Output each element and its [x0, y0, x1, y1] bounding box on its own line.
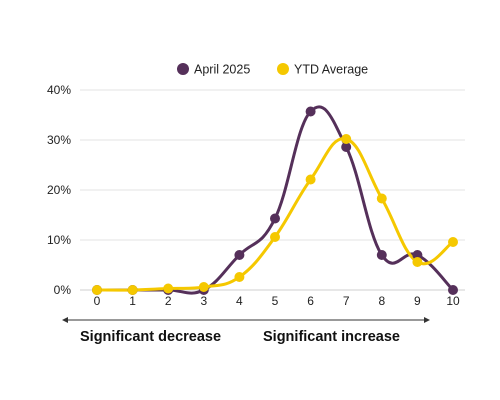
data-point-ytd-average [376, 193, 387, 204]
legend-marker-april-2025 [177, 63, 189, 75]
x-tick-label: 0 [94, 294, 101, 308]
x-tick-label: 4 [236, 294, 243, 308]
significant-decrease-label: Significant decrease [80, 329, 221, 345]
data-point-ytd-average [92, 285, 102, 295]
data-point-april-2025 [448, 285, 458, 295]
legend-marker-ytd-average [277, 63, 289, 75]
series-points [92, 106, 458, 295]
legend: April 2025 YTD Average [177, 63, 368, 77]
grid-lines [80, 89, 465, 291]
data-point-ytd-average [448, 237, 458, 247]
series-line-april-2025 [95, 105, 455, 295]
x-tick-label: 3 [200, 294, 207, 308]
x-tick-label: 1 [129, 294, 136, 308]
y-tick-label: 40% [47, 83, 71, 97]
data-point-ytd-average [341, 134, 352, 144]
data-point-ytd-average [270, 232, 280, 242]
data-point-ytd-average [412, 257, 423, 267]
data-point-april-2025 [270, 213, 280, 224]
y-tick-label: 30% [47, 133, 71, 147]
data-point-april-2025 [376, 250, 387, 260]
data-point-ytd-average [163, 283, 174, 294]
data-point-april-2025 [412, 250, 423, 260]
y-tick-label: 20% [47, 183, 71, 197]
x-axis-tick-labels: 0 1 2 3 4 5 6 7 8 9 10 [94, 294, 460, 308]
x-tick-label: 2 [165, 294, 172, 308]
series-line-ytd-average [95, 137, 455, 292]
x-tick-label: 6 [307, 294, 314, 308]
legend-label-ytd-average: YTD Average [294, 63, 368, 77]
data-point-ytd-average [198, 282, 209, 292]
y-axis-tick-labels: 0% 10% 20% 30% 40% [47, 83, 71, 297]
x-tick-label: 8 [378, 294, 385, 308]
legend-label-april-2025: April 2025 [194, 63, 250, 77]
x-tick-label: 7 [343, 294, 350, 308]
x-tick-label: 10 [446, 294, 460, 308]
significant-increase-label: Significant increase [263, 329, 400, 345]
data-point-april-2025 [234, 250, 245, 260]
series-lines [95, 105, 455, 295]
data-point-ytd-average [234, 272, 245, 282]
range-arrow [62, 317, 430, 323]
range-arrow-left-head [62, 317, 68, 323]
data-point-april-2025 [305, 106, 316, 117]
x-tick-label: 9 [414, 294, 421, 308]
y-tick-label: 0% [54, 283, 72, 297]
data-point-april-2025 [341, 142, 352, 152]
data-point-ytd-average [127, 285, 138, 295]
range-arrow-right-head [424, 317, 430, 323]
x-tick-label: 5 [272, 294, 279, 308]
data-point-ytd-average [305, 174, 316, 185]
y-tick-label: 10% [47, 233, 71, 247]
